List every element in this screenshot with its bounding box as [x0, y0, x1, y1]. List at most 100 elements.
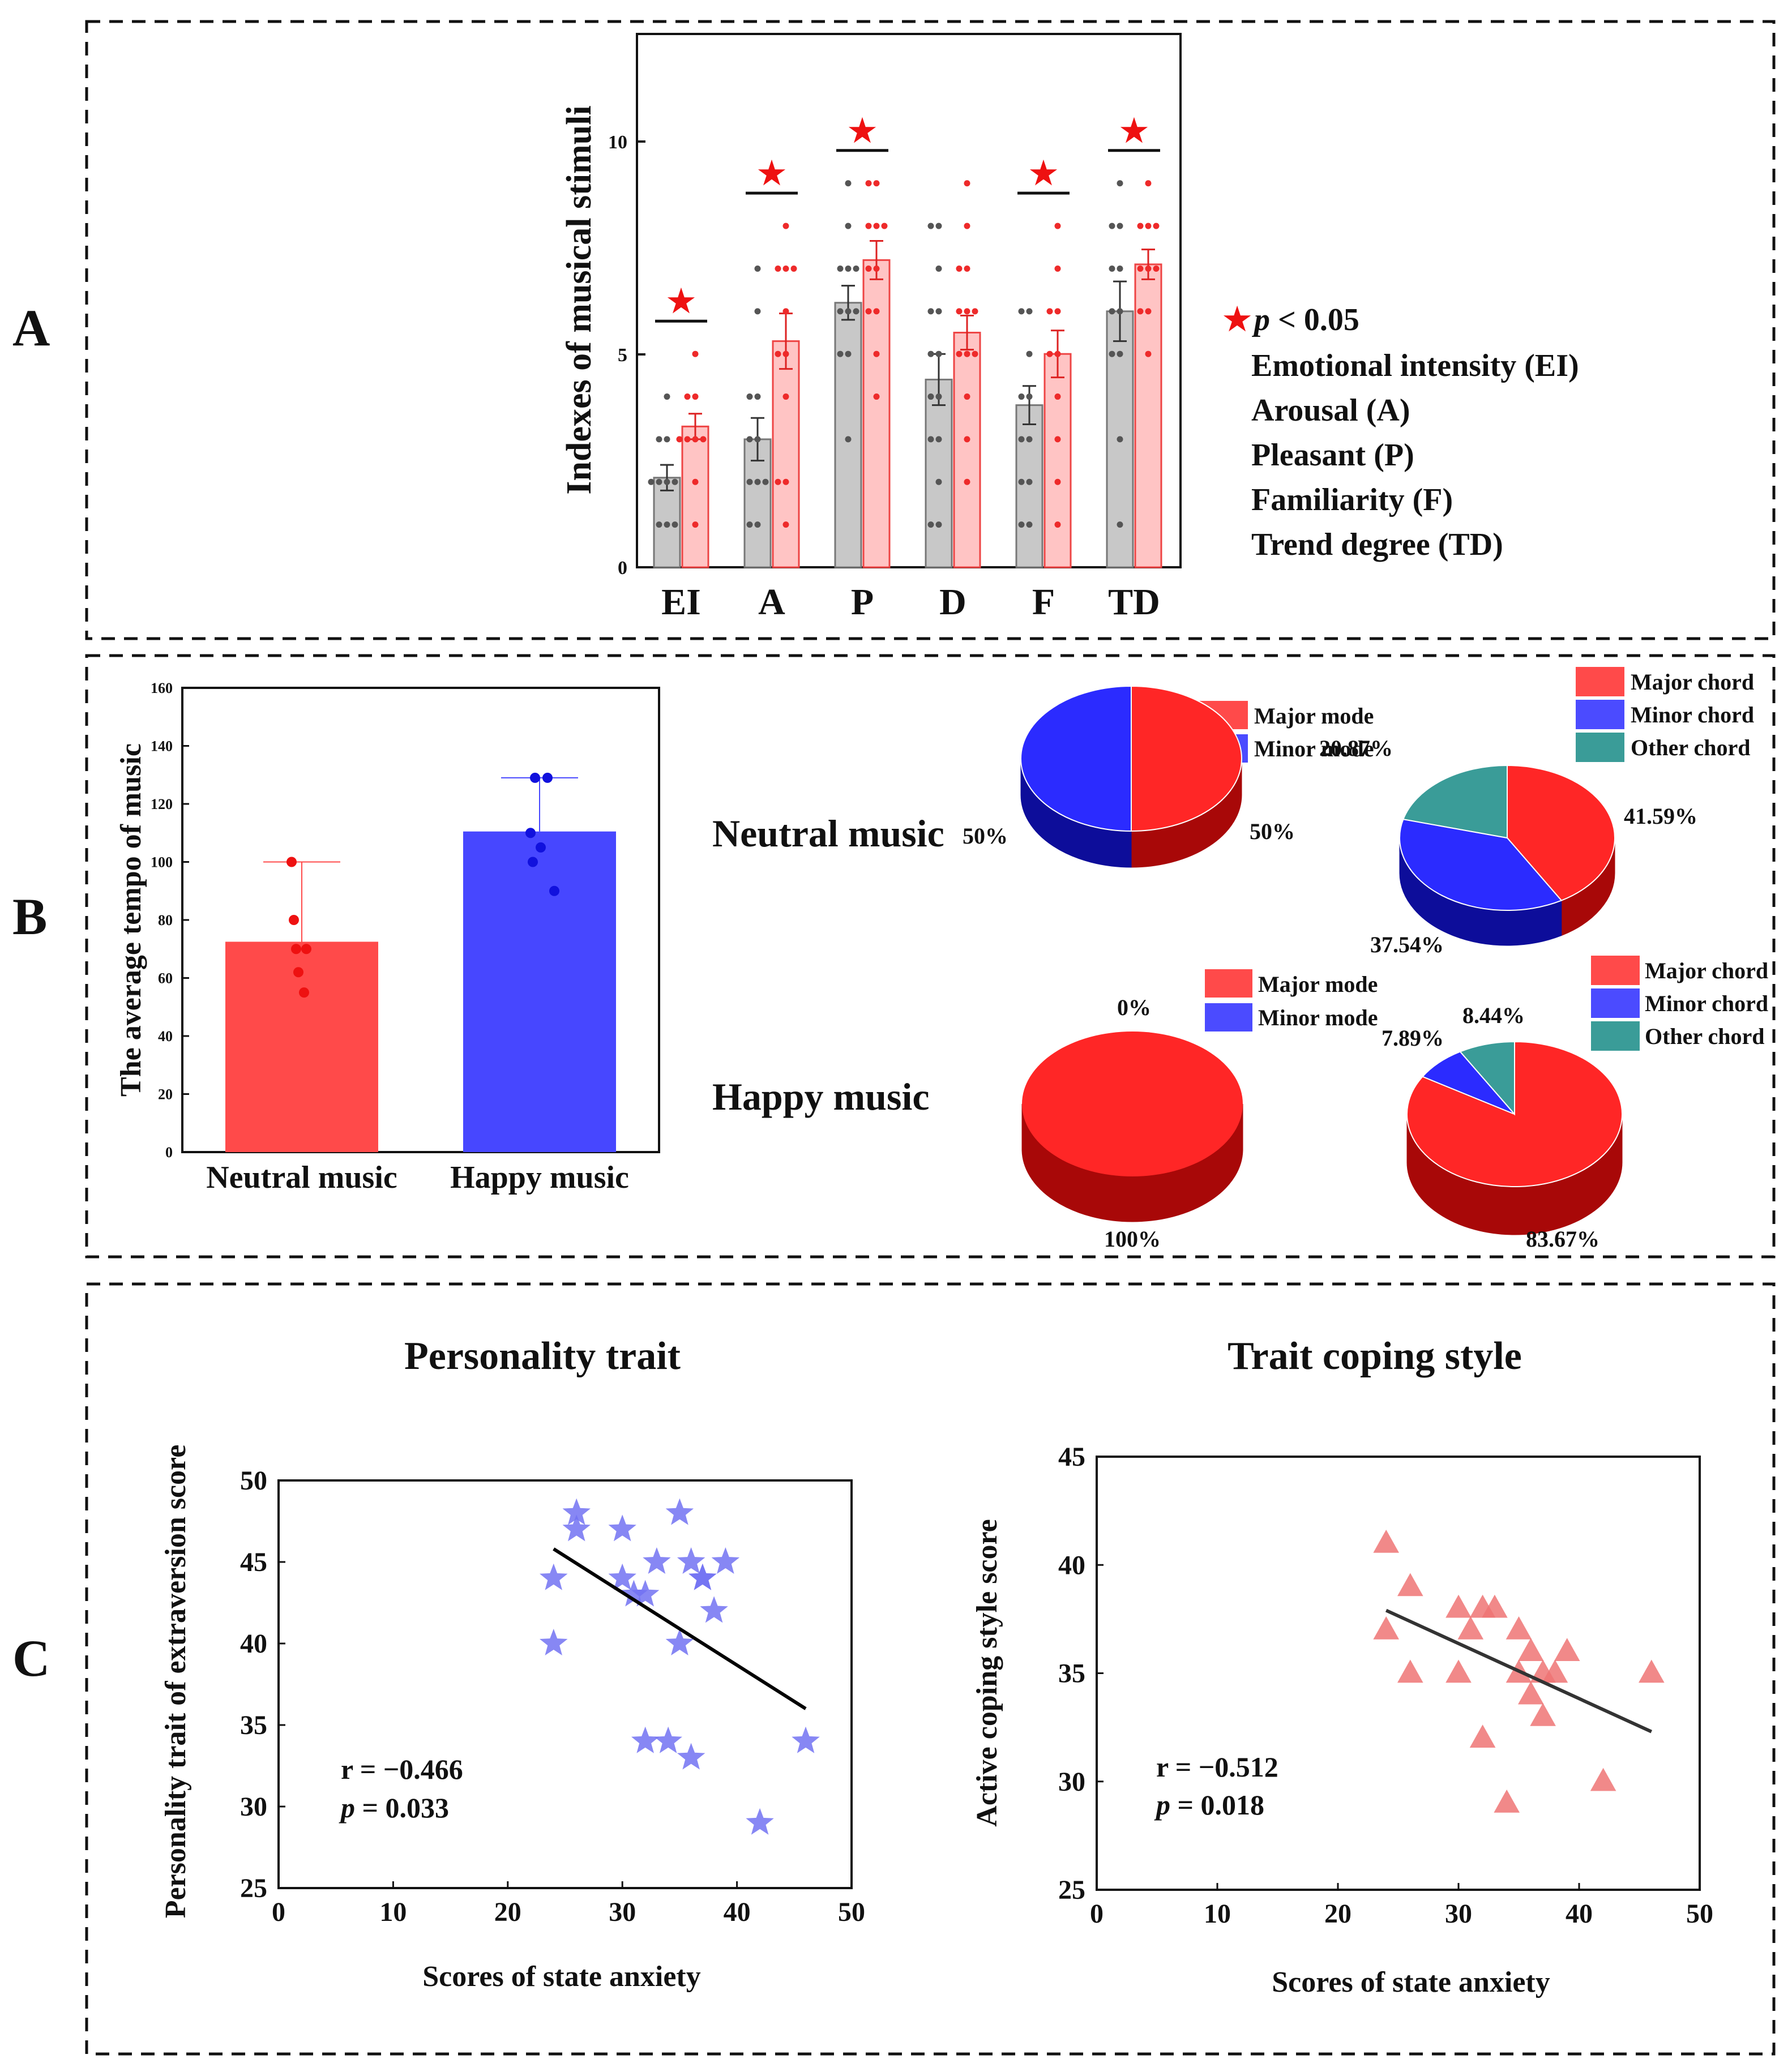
dot-A-neutral	[754, 393, 761, 400]
dot-P-happy	[873, 393, 880, 400]
tempo-dot-neutral	[293, 967, 303, 978]
legend-swatch-other-chord-top	[1576, 733, 1624, 762]
dot-A-happy	[775, 265, 781, 272]
dot-EI-neutral	[664, 478, 670, 485]
dot-TD-neutral	[1117, 180, 1123, 187]
legend-sig-rest: < 0.05	[1270, 302, 1359, 337]
dot-A-neutral	[762, 478, 769, 485]
star-icon: ★	[667, 284, 695, 319]
tempo-dot-neutral	[299, 987, 309, 998]
panelA-xtick-P: P	[851, 581, 874, 623]
pie-label-happy-mode-top: 0%	[1117, 995, 1151, 1020]
panelA-xtick-EI: EI	[661, 581, 701, 623]
scatter-coping-frame	[1096, 1456, 1701, 1891]
dot-P-neutral	[845, 180, 852, 187]
dot-TD-neutral	[1109, 222, 1115, 229]
pie-label-neutral-other: 20.87%	[1319, 735, 1393, 761]
dot-P-neutral	[845, 308, 852, 315]
dot-P-neutral	[853, 308, 859, 315]
dot-TD-neutral	[1117, 521, 1123, 528]
dot-D-neutral	[935, 265, 942, 272]
tempo-y-ticks: 0 20 40 60 80 100 120 140 160	[151, 680, 189, 1161]
dot-F-neutral	[1026, 308, 1033, 315]
dot-EI-happy	[692, 350, 699, 357]
ytick-label: 40	[1058, 1550, 1085, 1580]
scatter-coping-r: r = −0.512	[1156, 1751, 1278, 1783]
tempo-dot-happy	[542, 772, 553, 783]
data-point-star	[608, 1563, 636, 1590]
data-point-star	[562, 1514, 591, 1542]
dot-P-happy	[873, 265, 880, 272]
ytick-label: 30	[1058, 1767, 1085, 1797]
dot-D-happy	[964, 478, 970, 485]
dot-D-neutral	[927, 393, 934, 400]
bar-D-happy	[953, 332, 981, 568]
panelC-title-coping: Trait coping style	[1228, 1334, 1522, 1378]
pie-neutral-mode-3d-slice-major-mode	[1131, 685, 1242, 832]
panel-letter-B: B	[12, 888, 47, 945]
dot-EI-happy	[692, 521, 699, 528]
legend-item-P: Pleasant (P)	[1251, 438, 1414, 473]
dot-F-neutral	[1018, 478, 1025, 485]
dot-A-neutral	[746, 478, 753, 485]
dot-F-happy	[1054, 265, 1061, 272]
xtick-label: 30	[609, 1897, 636, 1927]
dot-EI-neutral	[656, 521, 662, 528]
bar-TD-happy	[1134, 263, 1162, 568]
data-point-star	[688, 1563, 717, 1590]
dot-D-happy	[956, 265, 963, 272]
dot-TD-neutral	[1109, 308, 1115, 315]
legend-label-minor-mode-b: Minor mode	[1258, 1005, 1378, 1030]
dot-P-happy	[865, 180, 872, 187]
dot-D-neutral	[935, 521, 942, 528]
dot-D-happy	[964, 436, 970, 443]
dot-P-neutral	[837, 350, 844, 357]
legend-label-major-chord-top: Major chord	[1631, 669, 1754, 695]
legend-label-major-chord-b: Major chord	[1645, 958, 1768, 983]
data-point-triangle	[1518, 1681, 1544, 1705]
panelB-tempo-chart: 0 20 40 60 80 100 120 140 160 The average tempo …	[115, 680, 660, 1195]
dot-P-happy	[865, 308, 872, 315]
dot-TD-happy	[1145, 222, 1152, 229]
dot-F-happy	[1054, 308, 1061, 315]
data-point-star	[631, 1726, 660, 1753]
regression-line	[553, 1547, 807, 1710]
panelC-title-personality: Personality trait	[404, 1334, 681, 1378]
scatter-personality-ylabel: Personality trait of extraversion score	[160, 1445, 192, 1919]
data-point-triangle	[1542, 1659, 1568, 1683]
data-point-star	[540, 1563, 568, 1590]
dot-P-happy	[881, 222, 888, 229]
dot-EI-neutral	[672, 478, 678, 485]
dot-EI-neutral	[656, 478, 662, 485]
dot-F-happy	[1046, 350, 1053, 357]
row-label-happy: Happy music	[712, 1075, 930, 1118]
panelA-bars: ★ ★ ★ ★ ★	[648, 114, 1162, 568]
dot-P-happy	[865, 265, 872, 272]
data-point-star	[711, 1547, 740, 1574]
dot-P-happy	[873, 222, 880, 229]
dot-D-happy	[956, 350, 963, 357]
scatter-personality-frame	[277, 1479, 853, 1889]
data-point-triangle	[1445, 1594, 1472, 1618]
dot-TD-happy	[1145, 265, 1152, 272]
dot-D-neutral	[927, 308, 934, 315]
dot-TD-happy	[1137, 265, 1144, 272]
dot-EI-happy	[684, 393, 691, 400]
dot-D-neutral	[927, 521, 934, 528]
legend-sig-p: p	[1252, 302, 1270, 337]
dot-P-neutral	[845, 350, 852, 357]
tempo-bar-neutral	[225, 941, 378, 1152]
tempo-ytick-label: 0	[165, 1144, 173, 1161]
dot-F-neutral	[1018, 393, 1025, 400]
dot-P-neutral	[845, 265, 852, 272]
xtick-label: 30	[1445, 1899, 1472, 1929]
dot-D-neutral	[935, 308, 942, 315]
dot-TD-happy	[1137, 222, 1144, 229]
dot-TD-happy	[1153, 222, 1160, 229]
data-point-triangle	[1373, 1530, 1399, 1553]
xtick-label: 0	[1090, 1899, 1104, 1929]
dot-P-neutral	[845, 436, 852, 443]
star-icon: ★	[848, 114, 876, 149]
data-point-triangle	[1530, 1703, 1556, 1726]
